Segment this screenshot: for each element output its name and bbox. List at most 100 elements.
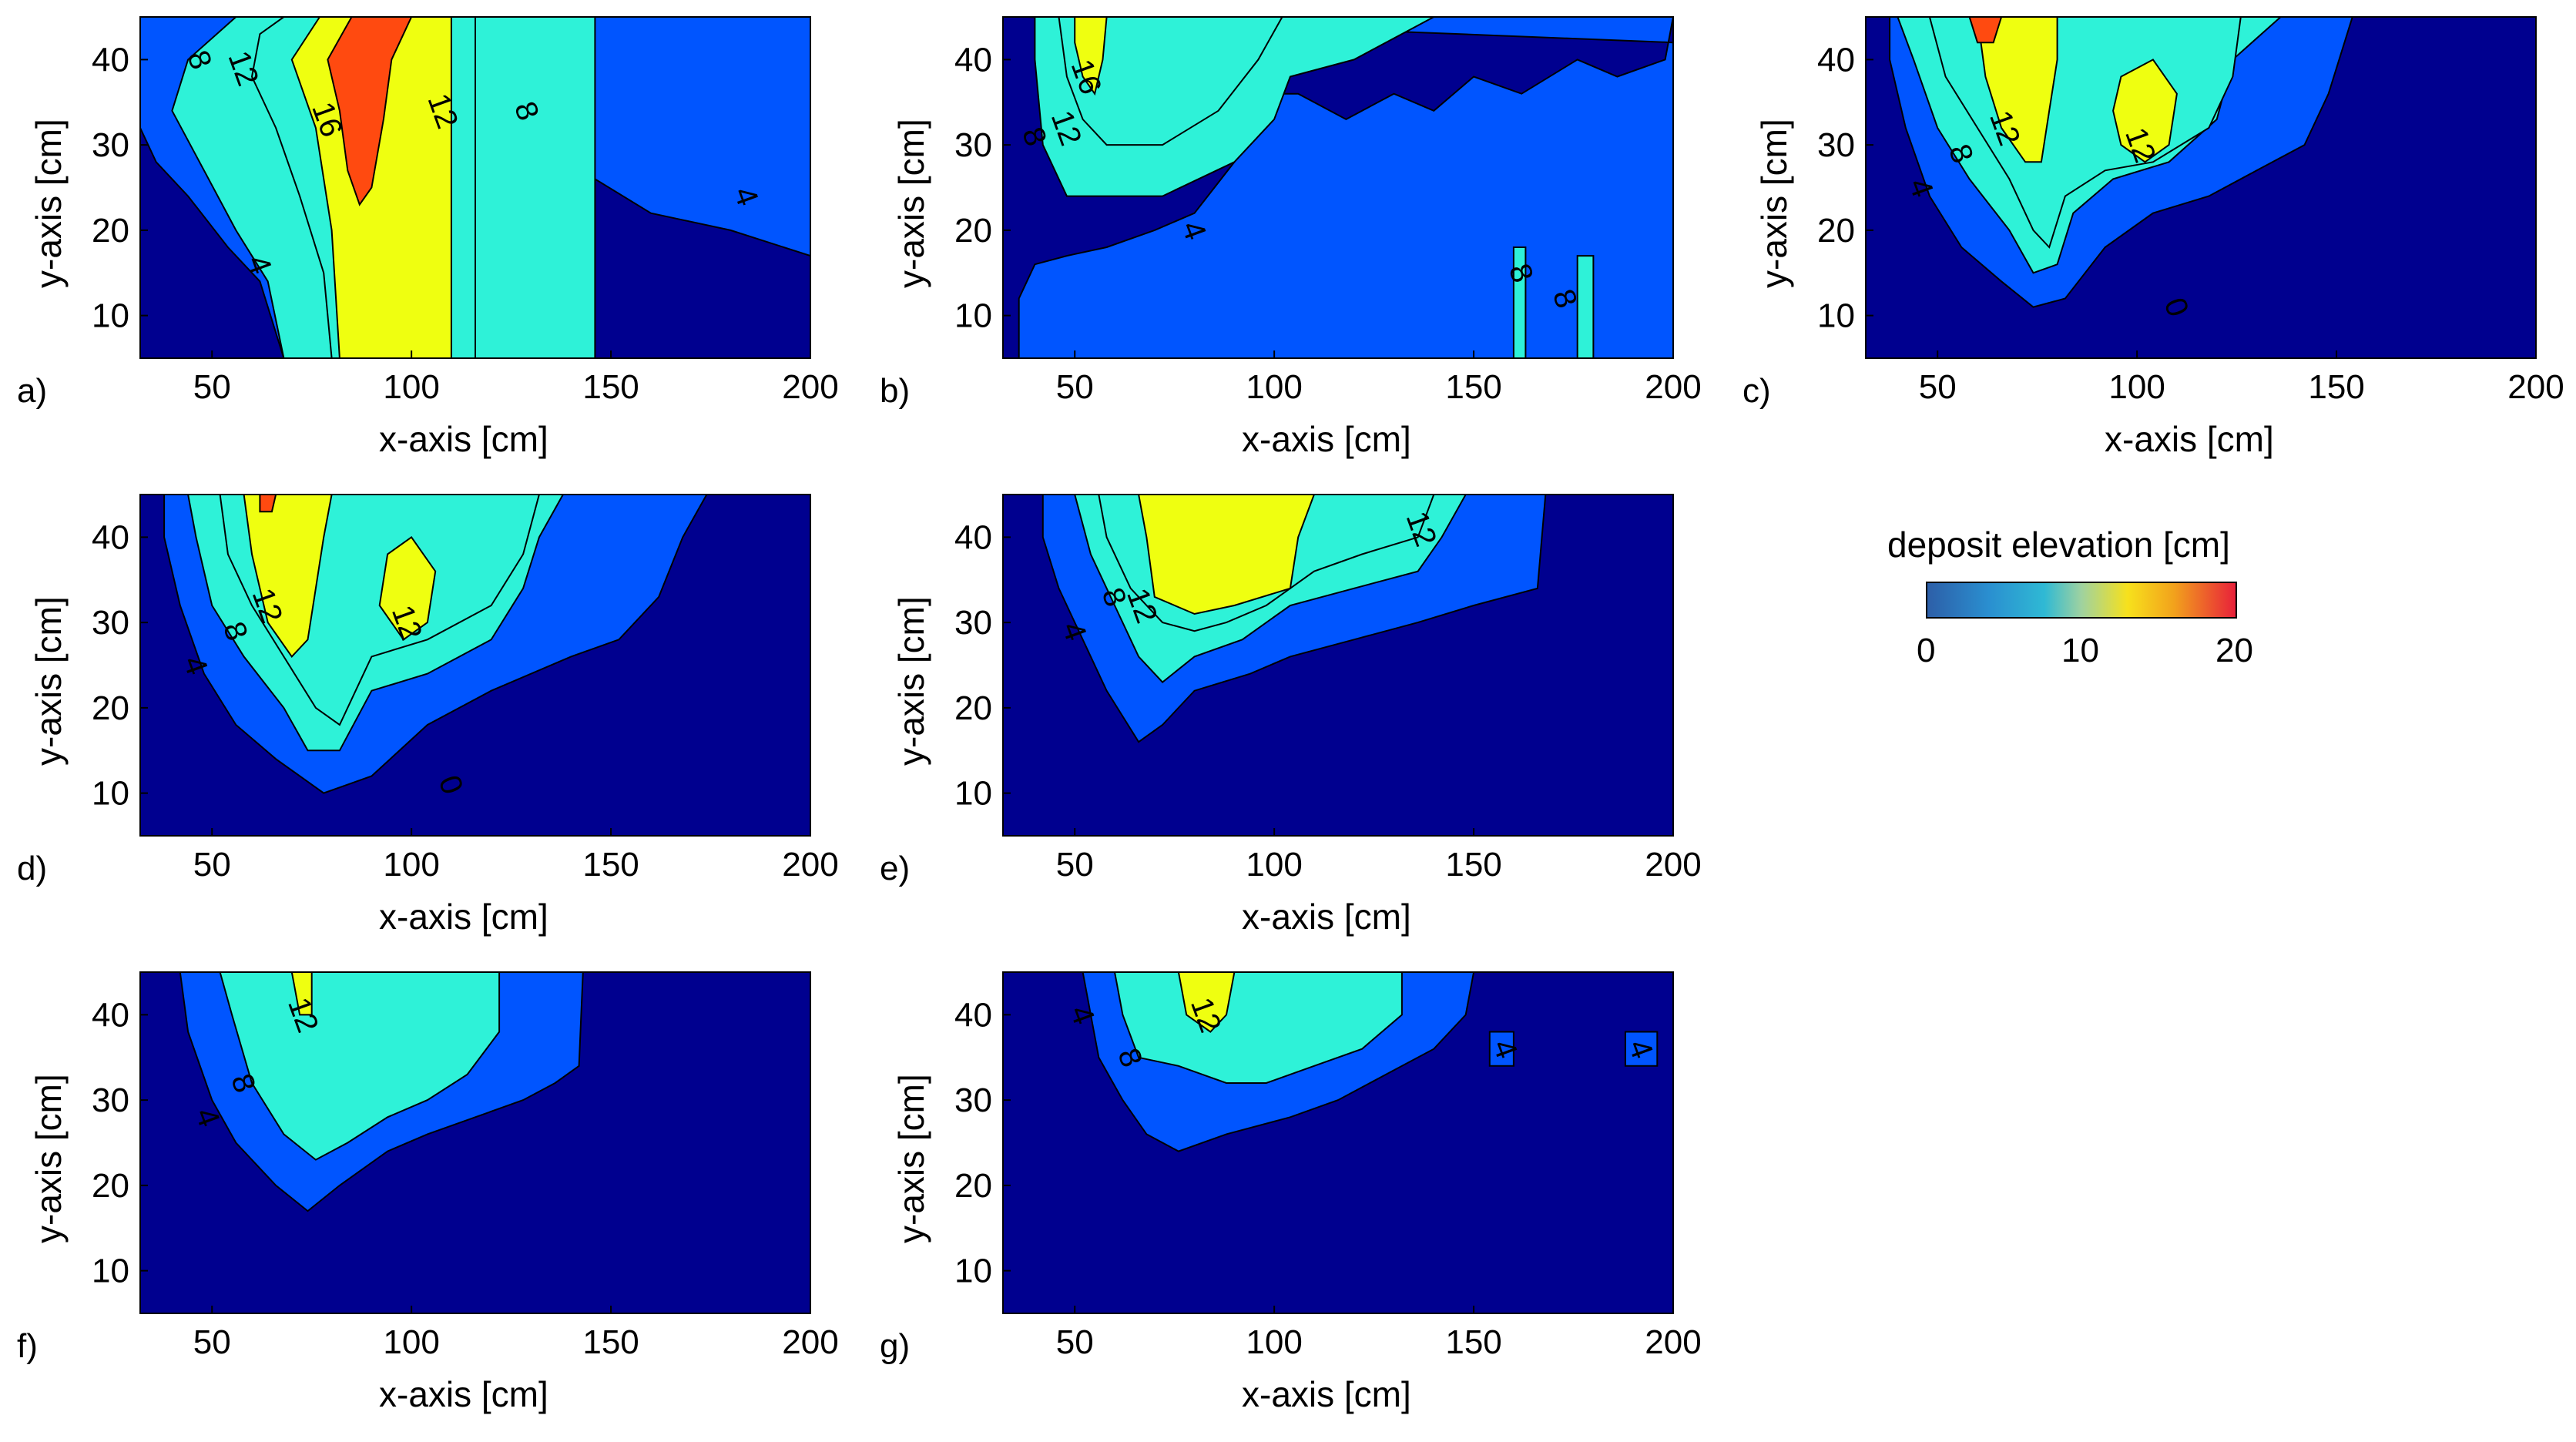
y-tick-label: 30 [954,604,992,642]
y-tick-label: 10 [92,775,129,813]
y-tick-label: 10 [92,297,129,335]
panel-label: g) [880,1327,911,1365]
y-tick-label: 20 [92,1167,129,1205]
contour-fills [1866,17,2536,358]
x-tick-label: 100 [2108,368,2165,406]
y-tick-label: 20 [92,689,129,727]
y-tick-label: 10 [954,1253,992,1290]
x-tick-label: 150 [1445,846,1501,884]
x-tick-label: 150 [2308,368,2364,406]
x-axis-label: x-axis [cm] [379,897,548,937]
x-tick-label: 150 [582,1323,639,1361]
x-axis-label: x-axis [cm] [2105,419,2274,459]
axes-frame [139,971,811,1314]
contour-fills [140,972,810,1313]
contour-level-20-fill [327,17,413,206]
y-tick-label: 20 [1817,212,1855,250]
x-tick-label: 150 [1445,1323,1501,1361]
y-tick-label: 40 [954,518,992,556]
contour-level-16-fill [243,495,333,658]
contour-fills [1003,972,1673,1313]
y-tick-label: 10 [954,775,992,813]
y-axis-label: y-axis [cm] [29,1073,69,1243]
colorbar: deposit elevation [cm] 0 10 20 [1849,524,2388,678]
y-tick-label: 40 [92,996,129,1034]
y-axis-label: y-axis [cm] [891,1073,931,1243]
y-tick-label: 20 [954,689,992,727]
contour-level-16-fill [378,536,437,641]
colorbar-gradient [1926,582,2237,619]
y-tick-label: 40 [1817,41,1855,79]
panel-label: a) [17,372,48,410]
x-tick-label: 50 [193,1323,231,1361]
y-axis-label: y-axis [cm] [29,595,69,766]
y-tick-label: 30 [92,604,129,642]
x-tick-label: 150 [582,846,639,884]
contour-panel-b: 50 100 150 200 10 20 30 40 16 12 8 4 8 8 b) x-axis [cm]… [863,0,1726,462]
y-tick-label: 10 [1817,297,1855,335]
x-tick-label: 100 [1246,846,1302,884]
x-tick-label: 200 [782,846,838,884]
x-tick-label: 50 [193,368,231,406]
colorbar-tick-0: 0 [1917,632,1936,669]
axes-frame [1002,971,1674,1314]
contour-level-8-fill [219,972,501,1161]
axes-frame [1865,16,2537,359]
x-tick-label: 100 [383,1323,439,1361]
x-tick-label: 50 [1919,368,1957,406]
x-tick-label: 150 [1445,368,1501,406]
x-tick-label: 100 [1246,1323,1302,1361]
axes-frame [139,494,811,837]
x-tick-label: 150 [582,368,639,406]
contour-fills [1003,17,1673,358]
y-axis-label: y-axis [cm] [1754,118,1794,288]
x-axis-label: x-axis [cm] [1242,897,1411,937]
y-tick-label: 20 [954,212,992,250]
contour-level-16-fill [2112,59,2178,163]
contour-level-8-fill [1512,246,1527,358]
contour-level-16-fill [1177,972,1236,1033]
panel-label: f) [17,1327,38,1365]
contour-level-4-fill [1488,1031,1514,1067]
contour-panel-g: 50 100 150 200 10 20 30 40 4 8 12 4 4 g) x-axis [cm] y-… [863,955,1726,1417]
contour-level-8-fill [1576,255,1595,358]
axes-frame [139,16,811,359]
x-tick-label: 200 [1645,1323,1701,1361]
contour-fills [1003,495,1673,836]
colorbar-tick-20: 20 [2215,632,2253,669]
contour-level-20-fill [1968,17,2003,44]
x-tick-label: 200 [1645,846,1701,884]
y-tick-label: 10 [92,1253,129,1290]
y-tick-label: 10 [954,297,992,335]
y-tick-label: 30 [1817,126,1855,164]
x-tick-label: 200 [2507,368,2564,406]
x-tick-label: 200 [782,1323,838,1361]
x-tick-label: 50 [1056,846,1094,884]
x-axis-label: x-axis [cm] [1242,1374,1411,1414]
x-axis-label: x-axis [cm] [1242,419,1411,459]
x-tick-label: 50 [1056,1323,1094,1361]
y-tick-label: 20 [954,1167,992,1205]
x-tick-label: 200 [782,368,838,406]
contour-level-12-fill [1058,17,1283,146]
y-tick-label: 40 [954,41,992,79]
y-axis-label: y-axis [cm] [29,118,69,288]
y-tick-label: 30 [954,126,992,164]
contour-panel-a: 50 100 150 200 10 20 30 40 8 12 16 12 8 4 4 a) x-axis [c… [0,0,863,462]
panel-label: b) [880,372,911,410]
y-tick-label: 40 [92,41,129,79]
y-tick-label: 30 [92,126,129,164]
y-tick-label: 40 [954,996,992,1034]
contour-level-16-fill [1074,17,1108,96]
y-tick-label: 20 [92,212,129,250]
contour-level-16-fill [1138,495,1315,615]
y-axis-label: y-axis [cm] [891,118,931,288]
